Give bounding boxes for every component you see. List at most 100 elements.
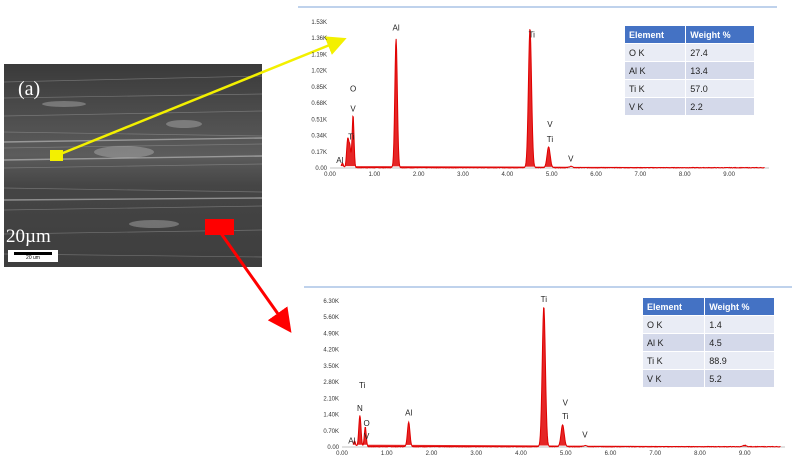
- x-tick-label: 8.00: [694, 451, 706, 457]
- peak-label: Al: [336, 156, 343, 165]
- x-tick-label: 1.00: [381, 451, 393, 457]
- table-cell: 88.9: [704, 351, 775, 370]
- scalebar-text: 20 um: [26, 255, 40, 261]
- spectrum-top-plot: 0.00 0.17K 0.34K 0.51K 0.68K 0.85K 1.02K 1.19K 1…: [298, 6, 777, 178]
- y-tick-label: 0.70K: [323, 429, 339, 435]
- yellow-arrow: [57, 36, 347, 157]
- spectrum-bottom-plot: 0.00 0.70K 1.40K 2.10K 2.80K 3.50K 4.20K 4.90K 5…: [304, 286, 793, 457]
- x-tick-label: 3.00: [457, 172, 469, 178]
- y-tick-label: 0.34K: [311, 134, 327, 140]
- table-row: Ti K 88.9: [641, 351, 775, 370]
- sem-micrograph: (a) 20µm 20 um: [4, 64, 262, 267]
- analysis-spot-bottom-marker: [205, 219, 234, 235]
- x-tick-label: 1.00: [368, 172, 380, 178]
- x-tick-label: 7.00: [649, 451, 661, 457]
- spectrum-top: 0.00 0.17K 0.34K 0.51K 0.68K 0.85K 1.02K 1.19K 1…: [298, 6, 792, 178]
- red-arrow: [218, 231, 292, 333]
- table-cell: V K: [623, 97, 687, 116]
- table-cell: Ti K: [623, 79, 687, 98]
- y-tick-label: 1.53K: [311, 20, 327, 26]
- table-cell: 4.5: [704, 333, 775, 352]
- peak-label: O: [363, 419, 369, 428]
- table-cell: Ti K: [641, 351, 706, 370]
- x-tick-label: 6.00: [590, 172, 602, 178]
- y-tick-label: 4.20K: [323, 348, 339, 354]
- peak-label: O: [350, 85, 356, 94]
- panel-label: (a): [18, 78, 41, 100]
- peak-label: V: [582, 431, 588, 440]
- table-cell: 1.4: [704, 315, 775, 334]
- y-tick-label: 1.02K: [311, 69, 327, 75]
- peak-label: V: [568, 154, 574, 163]
- y-tick-label: 1.36K: [311, 36, 327, 42]
- y-tick-label: 2.10K: [323, 396, 339, 402]
- peak-label: Ti: [529, 30, 536, 39]
- table-row: O K 1.4: [641, 315, 775, 334]
- x-tick-label: 9.00: [739, 451, 751, 457]
- y-tick-label: 0.68K: [311, 101, 327, 107]
- x-tick-label: 2.00: [426, 451, 438, 457]
- x-tick-label: 0.00: [336, 451, 348, 457]
- table-cell: O K: [641, 315, 706, 334]
- y-tick-label: 0.51K: [311, 117, 327, 123]
- table-cell: Al K: [623, 61, 687, 80]
- peak-label: Ti: [562, 412, 569, 421]
- composition-table-top: Element Weight % O K 27.4 Al K 13.4 Ti K 57…: [623, 25, 755, 116]
- table-header-weight: Weight %: [685, 25, 755, 44]
- x-tick-label: 9.00: [723, 172, 735, 178]
- peak-label: V: [364, 432, 370, 441]
- x-tick-label: 4.00: [515, 451, 527, 457]
- table-row: Al K 4.5: [641, 333, 775, 352]
- y-tick-label: 0.85K: [311, 85, 327, 91]
- analysis-spot-top-marker: [50, 150, 63, 161]
- spectrum-trace: [340, 28, 765, 169]
- table-header-element: Element: [641, 297, 706, 316]
- spectrum-trace: [352, 307, 781, 448]
- y-tick-label: 5.60K: [323, 315, 339, 321]
- x-tick-label: 3.00: [470, 451, 482, 457]
- table-cell: 5.2: [704, 369, 775, 388]
- peak-label: Al: [405, 409, 412, 418]
- table-row: Al K 13.4: [623, 61, 755, 80]
- peak-label: V: [547, 120, 553, 129]
- x-tick-label: 7.00: [635, 172, 647, 178]
- x-tick-label: 2.00: [413, 172, 425, 178]
- peak-label: Ti: [359, 381, 366, 390]
- peak-label: Ti: [547, 135, 554, 144]
- scalebar-line: [14, 252, 52, 255]
- table-cell: 27.4: [685, 43, 755, 62]
- y-tick-label: 1.40K: [323, 413, 339, 419]
- x-tick-label: 8.00: [679, 172, 691, 178]
- table-cell: 57.0: [685, 79, 755, 98]
- x-tick-label: 0.00: [324, 172, 336, 178]
- table-row: V K 5.2: [641, 369, 775, 388]
- y-tick-label: 3.50K: [323, 364, 339, 370]
- y-tick-label: 0.17K: [311, 150, 327, 156]
- spectrum-bottom: 0.00 0.70K 1.40K 2.10K 2.80K 3.50K 4.20K 4.90K 5…: [304, 286, 793, 458]
- y-tick-label: 6.30K: [323, 299, 339, 305]
- peak-label: Al: [393, 24, 400, 33]
- table-cell: O K: [623, 43, 687, 62]
- table-cell: 2.2: [685, 97, 755, 116]
- y-tick-label: 4.90K: [323, 331, 339, 337]
- peak-label: V: [563, 398, 569, 407]
- y-tick-label: 0.00: [327, 445, 339, 451]
- table-cell: 13.4: [685, 61, 755, 80]
- x-tick-label: 4.00: [502, 172, 514, 178]
- peak-label: Al: [348, 437, 355, 446]
- x-tick-label: 6.00: [605, 451, 617, 457]
- peak-label: V: [350, 105, 356, 114]
- table-header-element: Element: [623, 25, 687, 44]
- scale-label: 20µm: [6, 226, 51, 247]
- table-header-weight: Weight %: [704, 297, 775, 316]
- table-row: O K 27.4: [623, 43, 755, 62]
- table-cell: V K: [641, 369, 706, 388]
- table-cell: Al K: [641, 333, 706, 352]
- y-tick-label: 1.19K: [311, 52, 327, 58]
- x-tick-label: 5.00: [546, 172, 558, 178]
- peak-label: Ti: [348, 132, 355, 141]
- y-tick-label: 0.00: [315, 166, 327, 172]
- x-tick-label: 5.00: [560, 451, 572, 457]
- peak-label: N: [357, 404, 363, 413]
